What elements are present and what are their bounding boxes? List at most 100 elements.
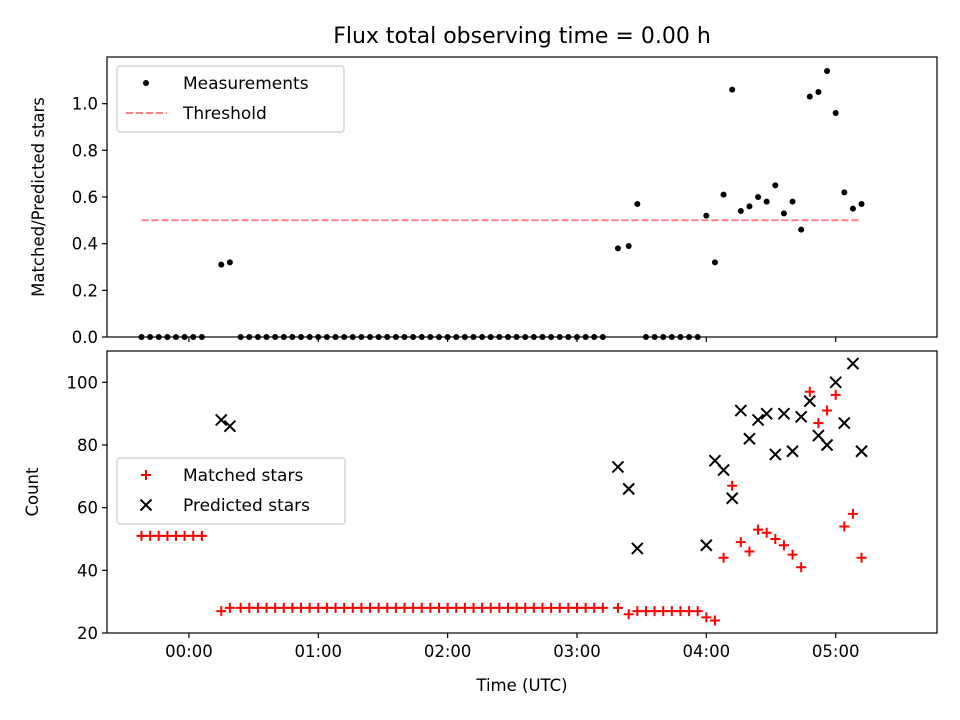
data-point	[304, 602, 315, 613]
chart-title: Flux total observing time = 0.00 h	[333, 24, 711, 49]
data-point	[849, 205, 856, 212]
data-point	[321, 602, 332, 613]
data-point	[170, 530, 181, 541]
data-point	[622, 482, 635, 496]
data-point	[839, 521, 850, 532]
data-point	[296, 602, 307, 613]
y-axis-label: Matched/Predicted stars	[29, 97, 48, 297]
data-point	[769, 448, 782, 461]
top-panel: 0.0 0.2 0.4 0.6 0.8 1.0 Matched/Predicted star…	[29, 56, 938, 347]
data-point	[838, 416, 851, 430]
data-point	[356, 602, 367, 613]
data-point	[571, 602, 582, 613]
legend-swatch	[139, 498, 153, 512]
data-point	[711, 259, 718, 266]
legend: Measurements Threshold	[116, 65, 345, 133]
data-point	[520, 602, 531, 613]
data-point	[720, 191, 727, 198]
data-point	[153, 530, 164, 541]
y-tick-label: 100	[67, 373, 99, 392]
data-point	[701, 612, 712, 623]
data-point	[770, 534, 781, 544]
data-point	[751, 413, 765, 427]
data-point	[829, 376, 842, 389]
x-axis-label: Time (UTC)	[475, 676, 567, 695]
data-point	[136, 530, 147, 541]
data-point	[763, 198, 770, 205]
data-point	[841, 189, 848, 196]
data-point	[611, 460, 625, 474]
y-tick-label: 40	[77, 561, 98, 580]
data-point	[703, 212, 710, 219]
data-point	[709, 615, 720, 626]
legend: Matched stars Predicted stars	[116, 457, 346, 525]
data-point	[760, 407, 773, 420]
data-point	[798, 226, 805, 233]
data-point	[425, 602, 436, 613]
data-point	[477, 602, 488, 613]
data-point	[684, 606, 695, 617]
data-point	[666, 606, 677, 617]
data-point	[188, 530, 199, 541]
data-point	[815, 89, 822, 95]
y-tick-label: 0.8	[72, 141, 98, 160]
y-tick-label: 1.0	[72, 95, 98, 114]
data-point	[408, 602, 419, 613]
data-point	[224, 602, 235, 613]
legend-label: Threshold	[182, 104, 267, 124]
data-point	[778, 540, 789, 551]
data-point	[390, 602, 401, 613]
data-point	[640, 606, 651, 617]
data-point	[777, 407, 791, 420]
data-point	[179, 530, 190, 541]
y-tick-label: 0.2	[72, 281, 98, 300]
data-point	[804, 386, 815, 397]
data-point	[416, 602, 427, 613]
data-point	[789, 198, 796, 205]
data-point	[589, 602, 600, 613]
data-point	[226, 259, 233, 266]
data-point	[468, 602, 479, 613]
data-point	[270, 602, 281, 613]
data-point	[858, 201, 865, 207]
data-point	[727, 480, 738, 491]
y-tick-label: 0.0	[72, 328, 98, 347]
x-tick-label: 05:00	[812, 642, 860, 661]
data-point	[780, 210, 787, 217]
data-point	[339, 602, 350, 613]
data-point	[832, 110, 839, 116]
data-point	[675, 606, 686, 617]
data-point	[218, 261, 225, 268]
data-point	[623, 609, 634, 620]
legend-swatch	[143, 80, 149, 86]
data-point	[847, 508, 858, 519]
data-point	[537, 602, 548, 613]
data-point	[718, 552, 729, 563]
data-point	[235, 602, 246, 613]
data-point	[820, 438, 834, 452]
data-point	[313, 602, 324, 613]
data-point	[717, 463, 730, 477]
data-point	[746, 203, 753, 210]
data-point	[459, 602, 470, 613]
data-point	[511, 602, 522, 613]
data-point	[382, 602, 393, 613]
y-tick-label: 0.6	[72, 188, 98, 207]
data-point	[743, 432, 756, 445]
data-point	[737, 208, 744, 214]
series-predicted-stars	[215, 357, 868, 555]
data-point	[162, 530, 173, 541]
x-tick-label: 04:00	[683, 642, 731, 661]
x-tick-label: 02:00	[424, 642, 472, 661]
data-point	[580, 602, 591, 613]
legend-box	[116, 65, 345, 133]
data-point	[625, 243, 632, 249]
data-point	[787, 549, 798, 560]
data-point	[223, 419, 237, 433]
bottom-panel: 20 40 60 80 100 00:00 01:00 02:00 03:00 04:00 05:0…	[23, 350, 938, 695]
y-tick-label: 0.4	[72, 235, 98, 254]
x-tick-label: 00:00	[165, 642, 213, 661]
data-point	[546, 602, 557, 613]
data-point	[216, 606, 227, 617]
